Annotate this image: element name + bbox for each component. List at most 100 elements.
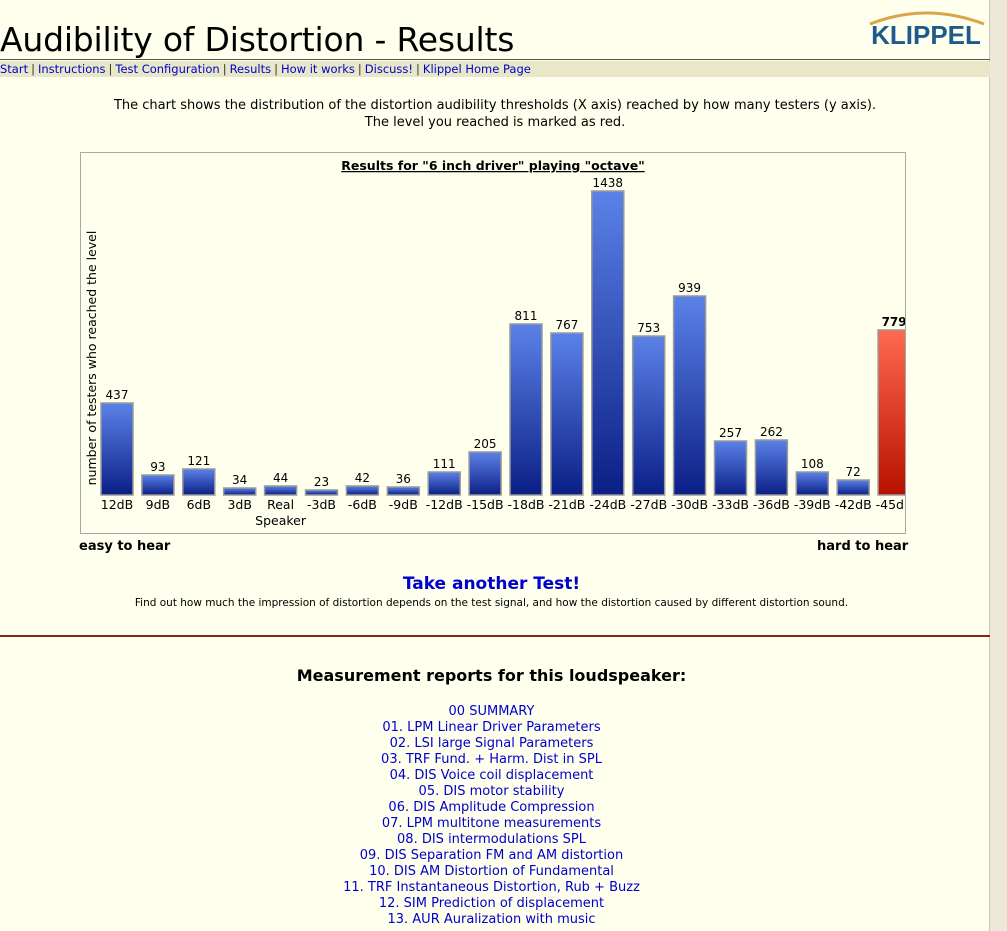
chart-category-label: -27dB xyxy=(630,497,667,512)
report-link-dis-separation-fm-am[interactable]: 09. DIS Separation FM and AM distortion xyxy=(359,848,624,863)
chart-y-axis-label: number of testers who reached the level xyxy=(84,231,99,486)
chart-category-label: -12dB xyxy=(426,497,463,512)
hard-to-hear-label: hard to hear xyxy=(817,539,909,554)
chart-category-label: -18dB xyxy=(508,497,545,512)
chart-value-label: 44 xyxy=(273,471,288,485)
report-item: 05. DIS motor stability xyxy=(0,784,983,800)
title-divider xyxy=(0,59,990,60)
chart-category-label: 9dB xyxy=(146,497,170,512)
chart-value-label: 108 xyxy=(801,457,824,471)
report-item: 07. LPM multitone measurements xyxy=(0,816,983,832)
nav-link-instructions[interactable]: Instructions xyxy=(37,62,106,76)
chart-value-label: 23 xyxy=(314,475,329,489)
report-item: 13. AUR Auralization with music xyxy=(0,912,983,928)
chart-category-label: 6dB xyxy=(187,497,211,512)
page-title: Audibility of Distortion - Results xyxy=(0,20,515,59)
nav-link-klippel-home[interactable]: Klippel Home Page xyxy=(422,62,531,76)
nav-separator: | xyxy=(274,62,278,76)
chart-bar-highlight xyxy=(877,329,905,496)
chart-value-label: 93 xyxy=(150,460,165,474)
report-link-dis-voice-coil[interactable]: 04. DIS Voice coil displacement xyxy=(389,768,594,783)
chart-bar xyxy=(509,323,543,496)
report-item: 03. TRF Fund. + Harm. Dist in SPL xyxy=(0,752,983,768)
report-link-summary[interactable]: 00 SUMMARY xyxy=(448,704,535,719)
take-another-test-link[interactable]: Take another Test! xyxy=(402,574,581,594)
report-item: 11. TRF Instantaneous Distortion, Rub + … xyxy=(0,880,983,896)
nav-link-test-configuration[interactable]: Test Configuration xyxy=(115,62,220,76)
chart-bar xyxy=(631,335,666,496)
chart-category-label: 12dB xyxy=(101,497,133,512)
report-item: 08. DIS intermodulations SPL xyxy=(0,832,983,848)
intro-line-1: The chart shows the distribution of the … xyxy=(113,98,877,113)
chart-bar xyxy=(550,332,584,496)
chart-bar xyxy=(222,487,257,496)
chart-bar xyxy=(263,485,298,496)
report-link-sim-prediction[interactable]: 12. SIM Prediction of displacement xyxy=(378,896,605,911)
report-link-trf-instantaneous[interactable]: 11. TRF Instantaneous Distortion, Rub + … xyxy=(343,880,640,895)
report-link-lpm-linear[interactable]: 01. LPM Linear Driver Parameters xyxy=(382,720,601,735)
chart-value-label: 205 xyxy=(474,437,497,451)
report-link-trf-fund-harm[interactable]: 03. TRF Fund. + Harm. Dist in SPL xyxy=(381,752,602,767)
chart-value-label: 1438 xyxy=(593,176,624,190)
reports-list: 00 SUMMARY 01. LPM Linear Driver Paramet… xyxy=(0,704,983,928)
section-divider xyxy=(0,635,990,637)
easy-to-hear-label: easy to hear xyxy=(79,539,171,554)
chart-value-label: 753 xyxy=(637,321,660,335)
chart-bar xyxy=(836,479,870,496)
chart-title: Results for "6 inch driver" playing "oct… xyxy=(341,158,644,173)
chart-bar xyxy=(713,440,748,496)
report-item: 00 SUMMARY xyxy=(0,704,983,720)
chart-bar xyxy=(672,295,707,496)
vertical-scrollbar[interactable] xyxy=(989,0,1007,931)
chart-bar xyxy=(304,489,339,496)
report-link-dis-am-distortion[interactable]: 10. DIS AM Distortion of Fundamental xyxy=(369,864,614,879)
chart-category-label: -24dB xyxy=(589,497,626,512)
intro-text: The chart shows the distribution of the … xyxy=(0,97,990,131)
results-chart: Results for "6 inch driver" playing "oct… xyxy=(80,152,906,534)
chart-value-label: 262 xyxy=(760,425,783,439)
chart-bar xyxy=(182,468,216,496)
chart-category-label: -3dB xyxy=(307,497,336,512)
nav-separator: | xyxy=(416,62,420,76)
report-link-aur-auralization[interactable]: 13. AUR Auralization with music xyxy=(387,912,596,927)
nav-separator: | xyxy=(108,62,113,76)
nav-link-results[interactable]: Results xyxy=(229,62,272,76)
report-item: 10. DIS AM Distortion of Fundamental xyxy=(0,864,983,880)
chart-value-label: 811 xyxy=(515,309,538,323)
klippel-logo[interactable]: KLIPPEL xyxy=(862,8,990,54)
chart-category-label: -42dB xyxy=(835,497,872,512)
chart-category-label: -15dB xyxy=(467,497,504,512)
take-test-description: Find out how much the impression of dist… xyxy=(134,597,849,609)
report-item: 06. DIS Amplitude Compression xyxy=(0,800,983,816)
nav-link-how-it-works[interactable]: How it works xyxy=(280,62,355,76)
chart-category-label: -21dB xyxy=(548,497,585,512)
chart-category-label: Speaker xyxy=(255,513,307,528)
report-link-lpm-multitone[interactable]: 07. LPM multitone measurements xyxy=(381,816,602,831)
nav-link-start[interactable]: Start xyxy=(0,62,29,76)
report-link-dis-motor-stability[interactable]: 05. DIS motor stability xyxy=(418,784,565,799)
chart-value-label: 111 xyxy=(433,457,456,471)
chart-value-label: 121 xyxy=(187,454,210,468)
reports-title: Measurement reports for this loudspeaker… xyxy=(296,666,687,685)
nav-link-discuss[interactable]: Discuss! xyxy=(364,62,414,76)
chart-bar xyxy=(795,471,830,496)
nav-separator: | xyxy=(31,62,35,76)
report-item: 02. LSI large Signal Parameters xyxy=(0,736,983,752)
chart-bar xyxy=(345,485,380,496)
chart-category-label: -6dB xyxy=(348,497,377,512)
intro-line-2: The level you reached is marked as red. xyxy=(364,115,626,130)
report-item: 04. DIS Voice coil displacement xyxy=(0,768,983,784)
report-item: 12. SIM Prediction of displacement xyxy=(0,896,983,912)
chart-category-label: Real xyxy=(267,497,294,512)
chart-category-label: -33dB xyxy=(712,497,749,512)
chart-value-label: 34 xyxy=(232,473,247,487)
report-link-dis-intermodulations[interactable]: 08. DIS intermodulations SPL xyxy=(397,832,586,847)
report-item: 01. LPM Linear Driver Parameters xyxy=(0,720,983,736)
report-link-lsi-large-signal[interactable]: 02. LSI large Signal Parameters xyxy=(389,736,594,751)
chart-category-label: -45dB xyxy=(876,497,905,512)
chart-bar xyxy=(427,471,461,496)
chart-category-label: 3dB xyxy=(227,497,251,512)
chart-bar xyxy=(141,474,175,496)
report-link-dis-amplitude-compression[interactable]: 06. DIS Amplitude Compression xyxy=(388,800,595,815)
